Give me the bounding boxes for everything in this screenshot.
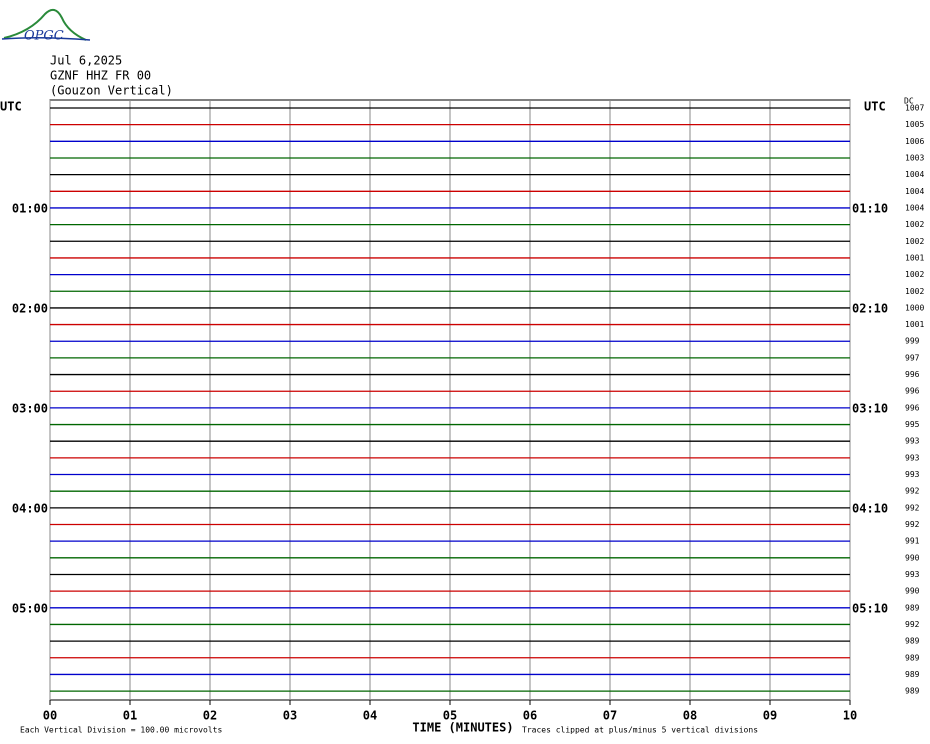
dc-value: 992	[905, 520, 920, 529]
station: GZNF HHZ FR 00	[50, 69, 151, 83]
left-time-label: 04:00	[12, 501, 48, 515]
dc-value: 1003	[905, 153, 924, 162]
dc-value: 989	[905, 653, 920, 662]
dc-value: 993	[905, 570, 920, 579]
right-time-label: 01:10	[852, 201, 888, 215]
clip-note: Traces clipped at plus/minus 5 vertical …	[522, 726, 758, 735]
dc-value: 989	[905, 603, 920, 612]
dc-value: 996	[905, 403, 920, 412]
logo-swoosh	[3, 8, 87, 41]
right-time-label: 03:10	[852, 401, 888, 415]
logo-text: OPGC	[24, 29, 64, 44]
left-time-label: 05:00	[12, 601, 48, 615]
dc-value: 996	[905, 387, 920, 396]
date: Jul 6,2025	[50, 54, 122, 68]
x-tick-label: 09	[763, 709, 777, 723]
left-time-label: 01:00	[12, 201, 48, 215]
dc-value: 993	[905, 453, 920, 462]
dc-value: 1004	[905, 187, 924, 196]
x-tick-label: 01	[123, 709, 137, 723]
dc-value: 991	[905, 537, 920, 546]
dc-value: 1000	[905, 303, 924, 312]
x-tick-label: 00	[43, 709, 57, 723]
right-title: UTC	[864, 100, 886, 114]
logo: OPGC	[1, 8, 91, 44]
x-tick-label: 03	[283, 709, 297, 723]
scale-note: Each Vertical Division = 100.00 microvol…	[20, 726, 222, 735]
x-tick-label: 04	[363, 709, 377, 723]
dc-title: DC	[904, 97, 914, 106]
left-title: UTC	[0, 100, 22, 114]
dc-value: 990	[905, 553, 920, 562]
dc-value: 1004	[905, 170, 924, 179]
dc-value: 1002	[905, 270, 924, 279]
dc-value: 1001	[905, 320, 924, 329]
dc-value: 992	[905, 620, 920, 629]
dc-value: 989	[905, 670, 920, 679]
dc-value: 995	[905, 420, 920, 429]
logo-line	[1, 36, 91, 41]
dc-value: 996	[905, 370, 920, 379]
dc-value: 993	[905, 437, 920, 446]
dc-value: 1006	[905, 137, 924, 146]
right-time-label: 05:10	[852, 601, 888, 615]
right-time-label: 04:10	[852, 501, 888, 515]
x-tick-label: 07	[603, 709, 617, 723]
dc-value: 997	[905, 353, 920, 362]
dc-value: 1002	[905, 220, 924, 229]
dc-value: 1007	[905, 104, 924, 113]
dc-value: 1004	[905, 203, 924, 212]
dc-value: 1001	[905, 253, 924, 262]
location: (Gouzon Vertical)	[50, 84, 173, 98]
dc-value: 999	[905, 337, 920, 346]
left-time-label: 02:00	[12, 301, 48, 315]
dc-value: 992	[905, 487, 920, 496]
x-tick-label: 06	[523, 709, 537, 723]
dc-value: 990	[905, 587, 920, 596]
x-tick-label: 08	[683, 709, 697, 723]
x-tick-label: 05	[443, 709, 457, 723]
dc-value: 989	[905, 687, 920, 696]
x-tick-label: 10	[843, 709, 857, 723]
dc-value: 993	[905, 470, 920, 479]
dc-value: 1002	[905, 287, 924, 296]
right-time-label: 02:10	[852, 301, 888, 315]
dc-value: 1002	[905, 237, 924, 246]
dc-value: 989	[905, 637, 920, 646]
left-time-label: 03:00	[12, 401, 48, 415]
x-tick-label: 02	[203, 709, 217, 723]
dc-value: 1005	[905, 120, 924, 129]
x-axis-title: TIME (MINUTES)	[412, 721, 513, 735]
dc-value: 992	[905, 503, 920, 512]
